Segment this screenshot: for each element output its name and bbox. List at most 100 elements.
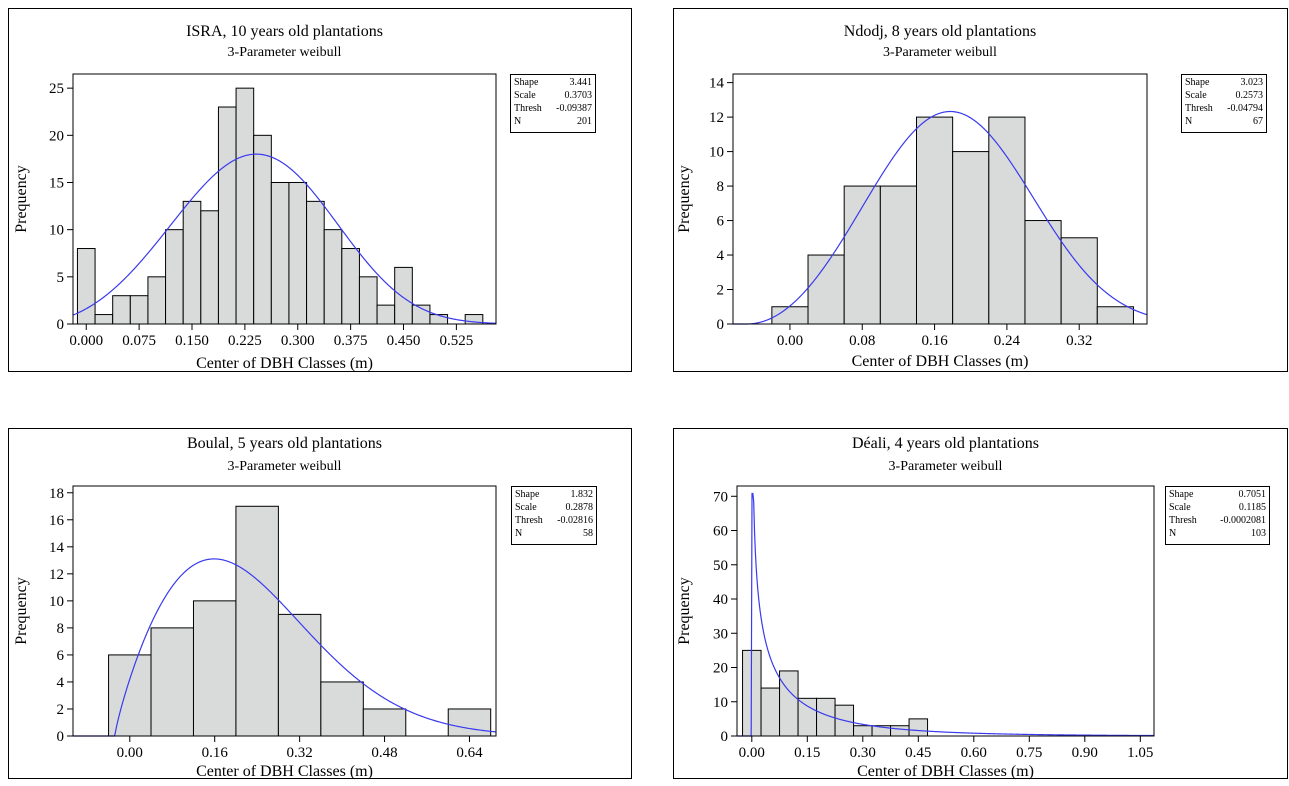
x-tick-label: 0.225 xyxy=(228,333,262,349)
x-tick-label: 0.60 xyxy=(961,745,987,761)
y-tick-label: 6 xyxy=(57,648,65,664)
y-tick-label: 6 xyxy=(717,214,725,230)
y-axis-label: Prequency xyxy=(13,577,30,645)
histogram-bar xyxy=(358,276,378,325)
y-tick-label: 12 xyxy=(49,567,64,583)
y-axis-label: Prequency xyxy=(13,165,30,233)
x-tick-label: 0.90 xyxy=(1072,745,1098,761)
chart-panel-boulal: Boulal, 5 years old plantations 3-Paramet… xyxy=(0,412,640,781)
histogram-bar xyxy=(760,687,781,737)
chart-panel-isra: ISRA, 10 years old plantations 3-Paramete… xyxy=(0,0,640,380)
y-tick-label: 40 xyxy=(713,592,728,608)
histogram-bar xyxy=(323,229,343,325)
chart-frame xyxy=(8,8,632,372)
y-axis-label: Prequency xyxy=(676,165,693,233)
chart-subtitle: 3-Parameter weibull xyxy=(228,45,342,60)
histogram-bar xyxy=(890,725,910,737)
x-axis-label: Center of DBH Classes (m) xyxy=(857,763,1034,780)
fit-legend-label: Scale xyxy=(514,90,536,101)
fit-legend-value: 0.7051 xyxy=(1239,489,1267,500)
histogram-bar xyxy=(270,181,290,325)
weibull-fit-curve xyxy=(733,110,1148,325)
fit-legend-label: Scale xyxy=(1185,90,1207,101)
x-tick-label: 0.48 xyxy=(371,745,397,761)
fit-legend-value: 3.023 xyxy=(1241,77,1264,88)
y-tick-label: 5 xyxy=(57,270,65,286)
fit-legend-value: 67 xyxy=(1253,116,1263,127)
y-tick-label: 2 xyxy=(717,283,725,299)
x-axis-label: Center of DBH Classes (m) xyxy=(852,353,1029,370)
y-tick-label: 4 xyxy=(717,248,725,264)
histogram-bar xyxy=(1024,220,1062,325)
fit-legend-value: 0.1185 xyxy=(1239,502,1266,513)
plot-area-border xyxy=(72,73,497,325)
x-tick-label: 0.375 xyxy=(334,333,368,349)
fit-legend-value: -0.04794 xyxy=(1227,103,1263,114)
plot-area-border xyxy=(736,485,1155,737)
chart-panel-deali: Déali, 4 years old plantations 3-Paramete… xyxy=(660,412,1289,781)
histogram-bar xyxy=(235,505,279,737)
y-tick-label: 0 xyxy=(717,317,725,333)
histogram-bar xyxy=(129,295,149,325)
x-tick-label: 0.150 xyxy=(175,333,209,349)
chart-subtitle: 3-Parameter weibull xyxy=(889,459,1003,474)
fit-legend-label: Scale xyxy=(1169,502,1191,513)
fit-legend-label: N xyxy=(514,116,521,127)
histogram-bar xyxy=(1060,237,1098,325)
histogram-bar xyxy=(277,613,322,737)
fit-legend-label: N xyxy=(1169,528,1176,539)
x-tick-label: 0.00 xyxy=(739,745,765,761)
histogram-bar xyxy=(908,718,929,737)
x-tick-label: 0.16 xyxy=(921,333,948,349)
x-tick-label: 0.450 xyxy=(387,333,421,349)
y-tick-label: 70 xyxy=(713,489,728,505)
x-tick-label: 0.075 xyxy=(122,333,156,349)
x-tick-label: 0.24 xyxy=(994,333,1021,349)
y-tick-label: 12 xyxy=(709,110,724,126)
y-tick-label: 20 xyxy=(713,661,728,677)
x-tick-label: 0.45 xyxy=(905,745,931,761)
fit-legend-label: N xyxy=(515,528,522,539)
histogram-bar xyxy=(853,725,873,737)
x-tick-label: 1.05 xyxy=(1127,745,1153,761)
chart-title: Ndodj, 8 years old plantations xyxy=(844,23,1036,40)
chart-ndodj: Ndodj, 8 years old plantations 3-Paramete… xyxy=(673,8,1288,372)
fit-legend-value: -0.02816 xyxy=(557,515,593,526)
fit-legend-label: Thresh xyxy=(1169,515,1197,526)
histogram-bar xyxy=(341,248,360,325)
histogram-bar xyxy=(253,134,272,325)
fit-legend-value: -0.0002081 xyxy=(1220,515,1266,526)
fit-legend-value: 3.441 xyxy=(570,77,593,88)
chart-subtitle: 3-Parameter weibull xyxy=(228,459,342,474)
histogram-bar xyxy=(394,266,413,325)
histogram-bar xyxy=(165,229,184,325)
plot-area-border xyxy=(732,73,1148,325)
histogram-bar xyxy=(76,248,96,325)
y-tick-label: 30 xyxy=(713,626,728,642)
histogram-bar xyxy=(797,697,818,737)
x-tick-label: 0.75 xyxy=(1016,745,1042,761)
chart-subtitle: 3-Parameter weibull xyxy=(883,45,997,60)
y-tick-label: 10 xyxy=(713,695,728,711)
histogram-bar xyxy=(147,276,167,325)
histogram-bar xyxy=(217,106,237,325)
x-tick-label: 0.00 xyxy=(777,333,803,349)
chart-panel-ndodj: Ndodj, 8 years old plantations 3-Paramete… xyxy=(660,0,1289,380)
y-axis-label: Prequency xyxy=(676,577,693,645)
histogram-bar xyxy=(288,181,308,325)
fit-legend-label: N xyxy=(1185,116,1192,127)
x-tick-label: 0.08 xyxy=(849,333,875,349)
fit-legend-label: Shape xyxy=(514,77,539,88)
histogram-bar xyxy=(376,304,396,325)
x-axis-label: Center of DBH Classes (m) xyxy=(196,763,373,780)
fit-legend-box xyxy=(1181,74,1267,133)
histogram-bar xyxy=(108,654,152,737)
fit-legend-label: Shape xyxy=(1185,77,1210,88)
x-tick-label: 0.300 xyxy=(281,333,315,349)
fit-legend-value: 0.2878 xyxy=(566,502,594,513)
y-tick-label: 25 xyxy=(49,81,64,97)
x-tick-label: 0.32 xyxy=(1066,333,1092,349)
histogram-bar xyxy=(915,116,954,325)
x-tick-label: 0.16 xyxy=(202,745,229,761)
y-tick-label: 10 xyxy=(49,223,64,239)
